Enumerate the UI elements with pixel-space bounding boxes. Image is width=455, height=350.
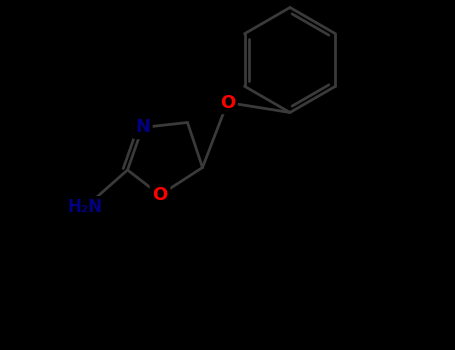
Text: N: N [135, 119, 150, 136]
Text: O: O [152, 186, 167, 204]
Text: O: O [220, 93, 235, 112]
Text: H₂N: H₂N [67, 198, 102, 217]
